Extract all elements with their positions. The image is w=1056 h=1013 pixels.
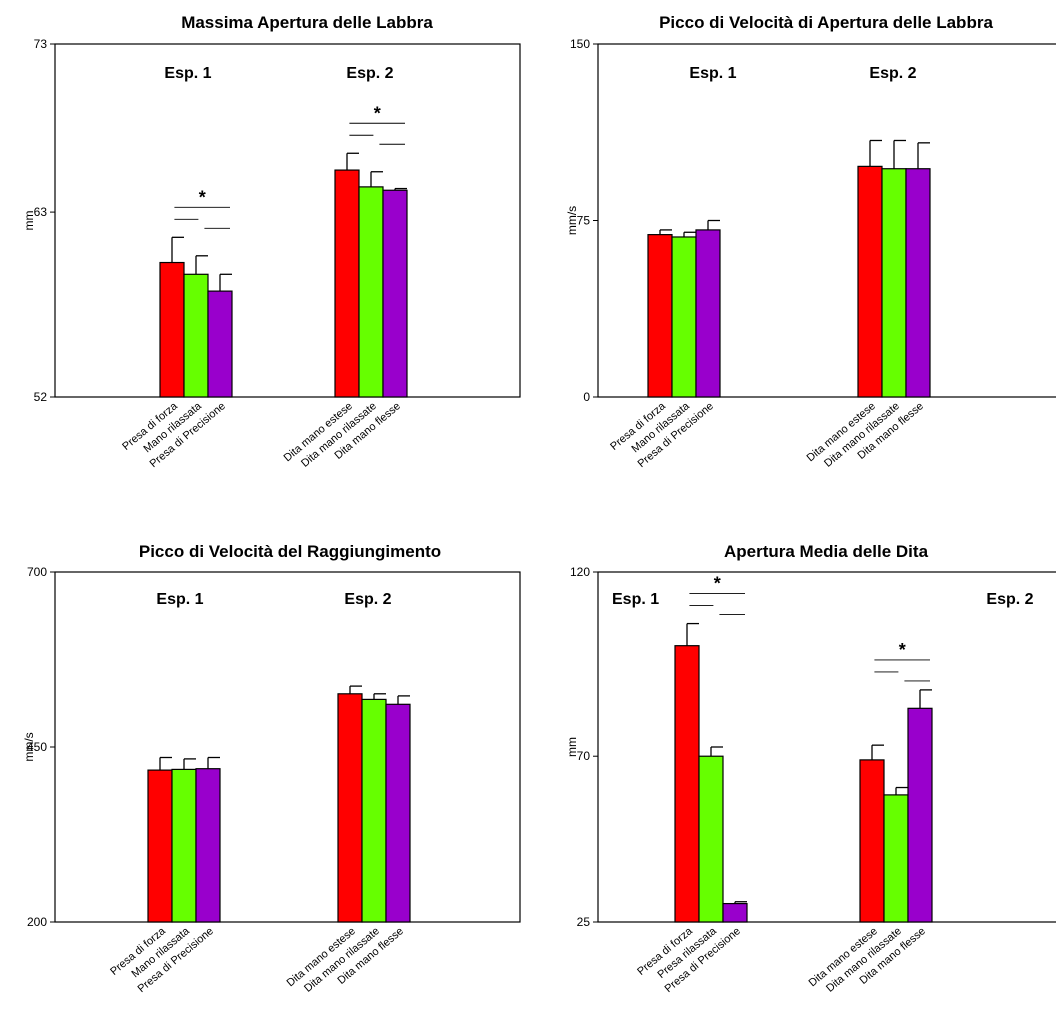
bar — [196, 769, 220, 922]
chart-panel-3: Picco di Velocità del Raggiungimento2004… — [22, 542, 520, 995]
group-label: Esp. 1 — [612, 591, 659, 608]
bar — [699, 756, 723, 922]
bar — [172, 769, 196, 922]
bar — [882, 169, 906, 397]
y-axis-label: mm/s — [22, 732, 36, 761]
group-label: Esp. 1 — [689, 65, 736, 82]
bar — [884, 795, 908, 922]
bar — [858, 166, 882, 397]
chart-panel-1: Massima Apertura delle Labbra526373mmEsp… — [22, 13, 520, 470]
bar — [675, 646, 699, 922]
bar — [338, 694, 362, 922]
significance-star: * — [714, 574, 721, 594]
y-axis-label: mm — [22, 211, 36, 231]
chart-title: Massima Apertura delle Labbra — [181, 13, 433, 32]
bar — [648, 235, 672, 397]
bar — [184, 274, 208, 397]
y-tick-label: 200 — [27, 915, 47, 929]
significance-star: * — [374, 103, 381, 123]
group-label: Esp. 2 — [344, 591, 391, 608]
group-label: Esp. 2 — [986, 591, 1033, 608]
y-tick-label: 120 — [570, 565, 590, 579]
bar — [148, 770, 172, 922]
y-axis-label: mm/s — [565, 206, 579, 235]
y-tick-label: 0 — [583, 390, 590, 404]
chart-title: Apertura Media delle Dita — [724, 542, 929, 561]
group-label: Esp. 2 — [869, 65, 916, 82]
bar — [860, 760, 884, 922]
chart-title: Picco di Velocità di Apertura delle Labb… — [659, 13, 993, 32]
group-label: Esp. 2 — [346, 65, 393, 82]
bar — [696, 230, 720, 397]
significance-star: * — [199, 187, 206, 207]
bar — [383, 190, 407, 397]
y-axis-label: mm — [565, 737, 579, 757]
bar — [723, 904, 747, 922]
bar — [362, 699, 386, 922]
plot-frame — [55, 572, 520, 922]
bar — [359, 187, 383, 397]
bar — [672, 237, 696, 397]
plot-frame — [55, 44, 520, 397]
plot-frame — [598, 572, 1056, 922]
group-label: Esp. 1 — [164, 65, 211, 82]
chart-title: Picco di Velocità del Raggiungimento — [139, 542, 441, 561]
y-tick-label: 73 — [34, 37, 48, 51]
y-tick-label: 700 — [27, 565, 47, 579]
y-tick-label: 150 — [570, 37, 590, 51]
significance-star: * — [899, 640, 906, 660]
bar — [386, 704, 410, 922]
group-label: Esp. 1 — [156, 591, 203, 608]
bar — [908, 708, 932, 922]
bar — [335, 170, 359, 397]
chart-panel-2: Picco di Velocità di Apertura delle Labb… — [565, 13, 1056, 470]
bar — [160, 263, 184, 397]
y-tick-label: 52 — [34, 390, 48, 404]
y-tick-label: 25 — [577, 915, 591, 929]
bar — [906, 169, 930, 397]
bar — [208, 291, 232, 397]
